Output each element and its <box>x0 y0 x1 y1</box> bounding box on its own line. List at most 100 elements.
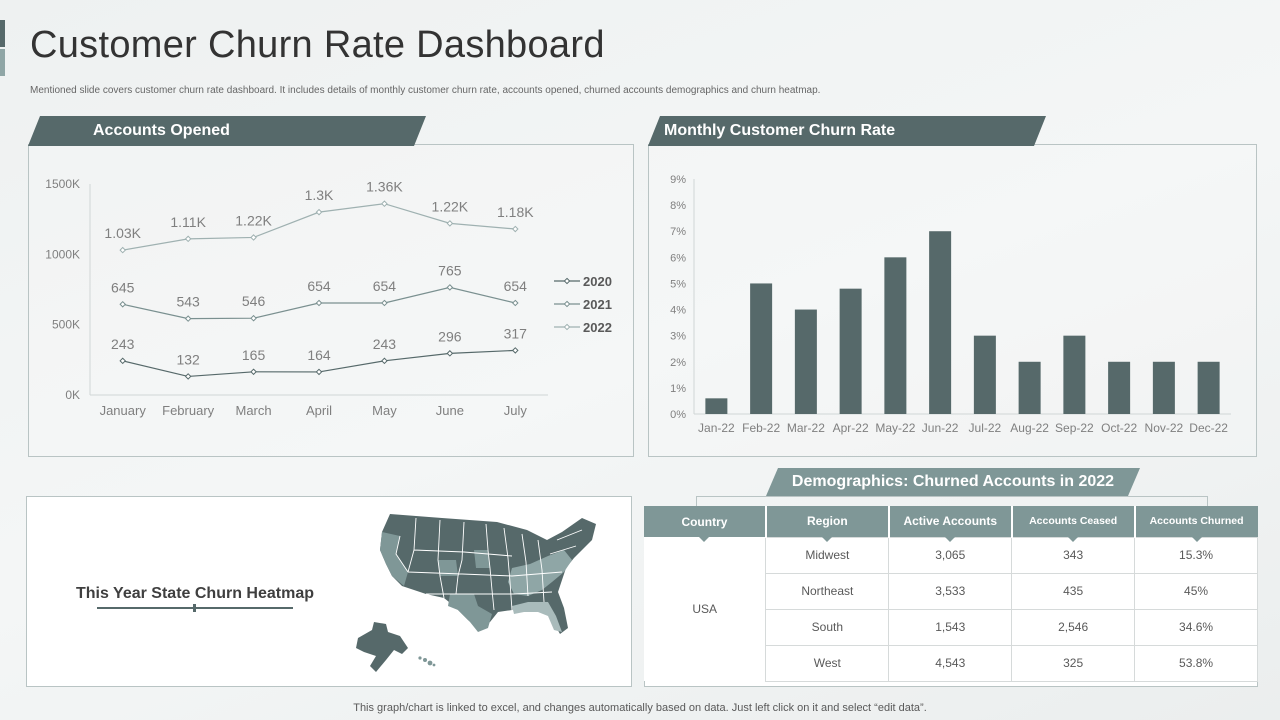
y-tick-label: 1000K <box>45 247 80 261</box>
data-label-2020: 164 <box>307 347 331 363</box>
x-tick-label: Nov-22 <box>1145 421 1184 435</box>
page-title: Customer Churn Rate Dashboard <box>30 24 605 66</box>
monthly-churn-bar-chart[interactable]: 0% 1% 2% 3% 4% 5% 6% 7% 8% 9% Jan-22 Feb-22 Mar-22 Ap… <box>648 144 1257 457</box>
data-point-2021 <box>184 315 192 322</box>
x-tick-label: May <box>372 403 397 418</box>
x-tick-label: Jul-22 <box>969 421 1002 435</box>
data-label-2021: 654 <box>504 278 528 294</box>
data-point-2022 <box>250 234 257 241</box>
monthly-churn-heading: Monthly Customer Churn Rate <box>648 116 1046 146</box>
country-cell: USA <box>644 537 767 681</box>
data-point-2021 <box>315 299 323 307</box>
x-tick-label: July <box>504 403 528 418</box>
data-label-2020: 243 <box>111 336 135 352</box>
data-label-2020: 132 <box>176 351 200 367</box>
churned-cell: 15.3% <box>1134 536 1258 574</box>
table-row: USA Midwest 3,065 343 15.3% <box>644 536 1258 681</box>
y-tick-label: 6% <box>670 252 686 264</box>
title-accent-dark <box>0 20 5 47</box>
data-point-2020 <box>381 357 388 365</box>
map-hawaii <box>418 656 436 667</box>
data-point-2020 <box>119 357 127 365</box>
y-tick-label: 5% <box>670 278 686 290</box>
y-tick-label: 9% <box>670 174 686 186</box>
churn-bar <box>1018 361 1041 414</box>
y-tick-label: 1% <box>670 383 686 395</box>
x-tick-label: May-22 <box>875 421 915 435</box>
data-label-2022: 1.22K <box>432 198 469 214</box>
page-subtitle: Mentioned slide covers customer churn ra… <box>30 85 821 96</box>
table-row: West 4,543 325 53.8% <box>644 644 1258 682</box>
legend-label-2020: 2020 <box>583 274 612 289</box>
legend-label-2022: 2022 <box>583 320 612 335</box>
ceased-cell: 2,546 <box>1011 608 1136 646</box>
demographics-frame <box>696 496 1208 508</box>
x-tick-label: Apr-22 <box>833 421 869 435</box>
data-point-2022 <box>119 246 127 254</box>
data-label-2021: 654 <box>307 278 331 294</box>
col-accounts-churned: Accounts Churned <box>1134 506 1258 542</box>
x-tick-label: Mar-22 <box>787 421 825 435</box>
data-label-2022: 1.36K <box>366 179 403 195</box>
col-region: Region <box>765 506 890 542</box>
data-label-2020: 317 <box>504 325 528 341</box>
data-point-2020 <box>250 368 257 376</box>
map-east-light <box>508 550 572 596</box>
y-tick-label: 1500K <box>45 177 80 191</box>
demographics-heading: Demographics: Churned Accounts in 2022 <box>766 468 1140 496</box>
region-cell: Northeast <box>765 572 890 610</box>
data-label-2020: 296 <box>438 328 462 344</box>
legend-marker-2022 <box>563 323 571 331</box>
x-tick-label: Dec-22 <box>1189 421 1228 435</box>
region-cell: Midwest <box>765 536 890 574</box>
churn-bar <box>929 231 952 414</box>
active-cell: 1,543 <box>888 608 1013 646</box>
churn-bar <box>705 398 728 414</box>
legend-marker-2020 <box>563 277 571 285</box>
churn-bar <box>884 257 907 414</box>
x-tick-label: Aug-22 <box>1010 421 1049 435</box>
churned-cell: 34.6% <box>1134 608 1258 646</box>
demographics-table: Country Region Active Accounts Accounts … <box>644 506 1258 682</box>
data-point-2020 <box>511 347 519 354</box>
x-tick-label: Sep-22 <box>1055 421 1094 435</box>
map-west-coast <box>380 532 408 586</box>
data-label-2020: 165 <box>242 347 266 363</box>
x-tick-label: Oct-22 <box>1101 421 1137 435</box>
y-tick-label: 4% <box>670 305 686 317</box>
y-tick-label: 0K <box>65 388 80 402</box>
ceased-cell: 343 <box>1011 536 1136 574</box>
y-tick-label: 500K <box>52 318 80 332</box>
title-accent-light <box>0 49 5 76</box>
x-tick-label: Jan-22 <box>698 421 735 435</box>
churn-bar <box>839 288 862 414</box>
accounts-opened-heading: Accounts Opened <box>28 116 426 146</box>
data-point-2022 <box>184 235 192 243</box>
x-tick-label: April <box>306 403 332 418</box>
y-tick-label: 8% <box>670 200 686 212</box>
x-tick-label: January <box>100 403 147 418</box>
usa-map-icon[interactable] <box>352 510 602 680</box>
data-point-2022 <box>446 220 454 227</box>
monthly-churn-heading-text: Monthly Customer Churn Rate <box>664 122 896 139</box>
data-point-2021 <box>250 314 257 322</box>
col-accounts-ceased: Accounts Ceased <box>1011 506 1136 542</box>
data-point-2020 <box>446 350 454 357</box>
table-row: Northeast 3,533 435 45% <box>644 572 1258 610</box>
x-tick-label: June <box>436 403 464 418</box>
data-label-2021: 654 <box>373 278 397 294</box>
churn-bar <box>973 335 996 414</box>
ceased-cell: 325 <box>1011 644 1136 682</box>
accounts-opened-heading-text: Accounts Opened <box>93 122 230 139</box>
accounts-opened-line-chart[interactable]: 0K 500K 1000K 1500K January February March Apri… <box>28 144 634 457</box>
data-label-2022: 1.18K <box>497 204 534 220</box>
map-alaska <box>356 622 408 672</box>
heatmap-underline-marker <box>193 604 196 612</box>
map-state-borders <box>395 517 583 611</box>
col-country: Country <box>644 506 767 542</box>
active-cell: 3,533 <box>888 572 1013 610</box>
active-cell: 4,543 <box>888 644 1013 682</box>
active-cell: 3,065 <box>888 536 1013 574</box>
y-tick-label: 3% <box>670 331 686 343</box>
col-active-accounts: Active Accounts <box>888 506 1013 542</box>
